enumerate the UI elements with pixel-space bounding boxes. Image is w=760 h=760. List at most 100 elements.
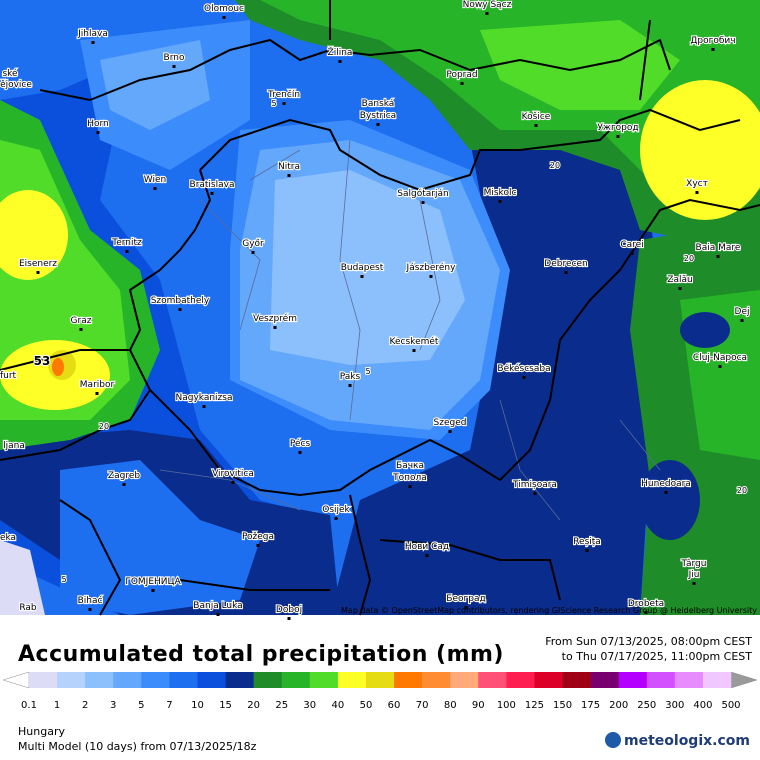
contour-label: 20 xyxy=(99,422,109,431)
city-marker xyxy=(298,451,302,454)
precip-area xyxy=(640,460,700,540)
city-label: Jihlava xyxy=(77,29,108,39)
city-marker xyxy=(88,608,92,611)
legend-tick-label: 20 xyxy=(247,700,260,711)
city-marker xyxy=(376,123,380,126)
city-label: Reșița xyxy=(573,537,601,547)
city-marker xyxy=(498,200,502,203)
legend-tick-label: 50 xyxy=(360,700,373,711)
precip-area xyxy=(0,190,68,280)
legend-swatch xyxy=(253,672,283,688)
city-label: Београд xyxy=(446,594,485,604)
legend-swatch xyxy=(450,672,479,688)
city-label: Nagykanizsa xyxy=(176,393,233,403)
city-marker xyxy=(533,492,537,495)
legend-tick-label: 400 xyxy=(693,700,712,711)
city-label: Paks xyxy=(340,372,361,382)
legend-swatch xyxy=(422,672,451,688)
city-label: Zalău xyxy=(667,275,692,285)
city-label: ské xyxy=(2,68,18,79)
legend-swatch xyxy=(169,672,198,688)
city-label: Rab xyxy=(19,603,37,613)
contour-label: 5 xyxy=(365,367,370,376)
city-label: furt xyxy=(0,371,17,381)
sea-area xyxy=(0,540,45,615)
city-marker xyxy=(95,392,99,395)
precip-area xyxy=(60,460,260,615)
city-label: Eisenerz xyxy=(19,259,57,269)
city-label: Banská xyxy=(362,99,395,109)
city-marker xyxy=(96,131,100,134)
legend-tick-label: 15 xyxy=(219,700,232,711)
city-label: Nowy Sącz xyxy=(463,0,512,10)
map: Olomouc Nowy Sącz Jihlava Brno Žilina Дрогоби… xyxy=(0,0,760,620)
brand-logo xyxy=(605,732,621,748)
city-label: Zagreb xyxy=(108,471,140,481)
legend-tick-label: 250 xyxy=(637,700,656,711)
legend-under-arrow xyxy=(2,671,30,689)
legend-swatch xyxy=(590,672,619,688)
city-label: Osijek xyxy=(322,505,350,515)
legend-tick-label: 2 xyxy=(82,700,88,711)
city-marker xyxy=(172,65,176,68)
city-label: Baia Mare xyxy=(696,243,741,253)
city-marker xyxy=(695,191,699,194)
city-marker xyxy=(348,384,352,387)
legend-swatch xyxy=(113,672,142,688)
city-label: Timișoara xyxy=(512,480,557,490)
city-label: ljana xyxy=(3,441,25,451)
city-label: Miskolc xyxy=(484,188,517,198)
legend-swatch xyxy=(478,672,507,688)
city-label: Pécs xyxy=(290,438,311,449)
precip-area xyxy=(680,312,730,348)
city-marker xyxy=(338,60,342,63)
city-label: Târgu xyxy=(681,559,707,569)
precip-area xyxy=(640,80,760,220)
city-marker xyxy=(740,319,744,322)
city-label: Дрогобич xyxy=(690,36,735,46)
city-marker xyxy=(125,250,129,253)
city-marker xyxy=(630,252,634,255)
period-from: From Sun 07/13/2025, 08:00pm CEST xyxy=(545,635,752,648)
legend-swatch xyxy=(197,672,226,688)
legend-swatch xyxy=(337,672,367,688)
legend-swatch xyxy=(29,672,58,688)
city-label: Olomouc xyxy=(204,4,244,14)
country-border xyxy=(0,0,760,616)
city-marker xyxy=(585,549,589,552)
city-marker xyxy=(202,405,206,408)
precip-area xyxy=(480,20,680,110)
city-label: Győr xyxy=(242,239,264,249)
legend-swatch xyxy=(85,672,114,688)
city-label: Žilina xyxy=(328,46,353,58)
city-label: Békéscsaba xyxy=(497,363,550,374)
city-marker xyxy=(522,376,526,379)
city-marker xyxy=(460,82,464,85)
legend-tick-label: 60 xyxy=(388,700,401,711)
precip-area xyxy=(100,40,210,130)
city-label: Kecskemét xyxy=(390,336,439,347)
city-marker xyxy=(716,255,720,258)
city-label: Bihać xyxy=(78,595,103,606)
city-marker xyxy=(222,16,226,19)
city-marker xyxy=(216,613,220,616)
city-marker xyxy=(251,251,255,254)
city-label: Нови Сад xyxy=(405,542,449,552)
legend-swatch xyxy=(506,672,535,688)
legend-tick-label: 90 xyxy=(472,700,485,711)
city-marker xyxy=(91,41,95,44)
city-marker xyxy=(616,135,620,138)
contour-label: 20 xyxy=(684,254,694,263)
legend-tick-label: 125 xyxy=(525,700,544,711)
city-label: Dej xyxy=(735,307,750,317)
legend-swatch xyxy=(646,672,676,688)
contour-label: 20 xyxy=(550,161,560,170)
legend-swatch xyxy=(534,672,563,688)
city-marker xyxy=(210,192,214,195)
city-marker xyxy=(421,201,425,204)
contour-label: 20 xyxy=(737,486,747,495)
period-to: to Thu 07/17/2025, 11:00pm CEST xyxy=(562,650,753,663)
city-marker xyxy=(429,275,433,278)
legend-tick-label: 500 xyxy=(721,700,740,711)
precip-area xyxy=(52,358,64,376)
